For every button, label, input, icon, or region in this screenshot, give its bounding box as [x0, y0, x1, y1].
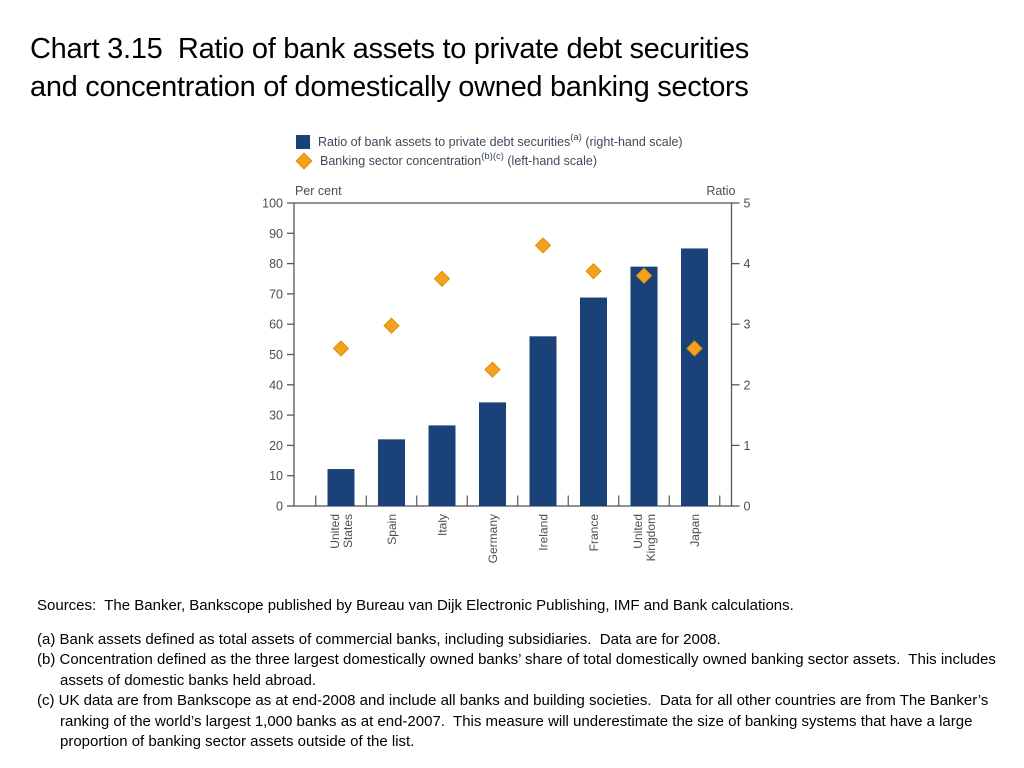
diamond-marker-0 — [332, 340, 350, 357]
footnote-list: (a) Bank assets defined as total assets … — [37, 630, 997, 753]
diamond-marker-3 — [484, 361, 501, 378]
x-axis-label: United — [631, 514, 645, 549]
bar-1 — [378, 439, 405, 506]
x-axis-label: Spain — [385, 514, 399, 545]
left-axis-tick-label: 90 — [269, 227, 283, 241]
bar-4 — [529, 336, 557, 506]
bar-2 — [428, 425, 456, 506]
right-axis-tick-label: 1 — [744, 439, 751, 453]
legend-label-bars: Ratio of bank assets to private debt sec… — [318, 132, 683, 150]
diamond-series-swatch-icon — [295, 152, 313, 169]
footnote-note: (c) UK data are from Bankscope as at end… — [37, 691, 997, 753]
x-axis-label: Japan — [688, 514, 702, 547]
chart-area: 0 10 20 30 40 50 60 70 80 90 100 0 1 2 3 4 5 Per cent Rati… — [230, 180, 750, 580]
x-axis-label: France — [587, 514, 601, 552]
footnotes: Sources: The Banker, Bankscope published… — [37, 596, 997, 753]
left-axis-tick-label: 80 — [269, 257, 283, 271]
diamond-marker-7 — [686, 340, 703, 357]
footnote-line: (a) Bank assets defined as total assets … — [37, 630, 721, 648]
left-axis-tick-label: 20 — [269, 439, 283, 453]
legend-label-diamonds: Banking sector concentration(b)(c) (left… — [320, 151, 598, 169]
left-axis-tick-label: 0 — [276, 500, 283, 514]
bar-5 — [580, 297, 607, 506]
left-axis-tick-label: 100 — [262, 197, 283, 211]
diamond-marker-4 — [534, 237, 552, 254]
bar-series-swatch-icon — [296, 134, 310, 149]
right-axis-tick-label: 4 — [744, 257, 751, 271]
legend-item-diamonds: Banking sector concentration(b)(c) (left… — [295, 151, 683, 170]
right-axis-tick-label: 5 — [744, 197, 751, 211]
chart-canvas: 0 10 20 30 40 50 60 70 80 90 100 0 1 2 3 4 5 Per cent Rati… — [262, 184, 751, 563]
left-axis-tick-label: 60 — [269, 318, 283, 332]
bar-0 — [327, 469, 355, 506]
footnote-note: (b) Concentration defined as the three l… — [37, 650, 997, 691]
diamond-marker-2 — [433, 270, 451, 287]
right-axis-title: Ratio — [706, 184, 735, 198]
diamond-marker-6 — [635, 267, 653, 284]
footnote-line: proportion of banking sector assets outs… — [60, 733, 415, 750]
footnote-note: (a) Bank assets defined as total assets … — [37, 630, 997, 651]
legend-item-bars: Ratio of bank assets to private debt sec… — [296, 132, 683, 151]
x-axis-label: States — [341, 514, 355, 548]
x-axis-label: United — [328, 514, 342, 549]
x-axis-label: Ireland — [537, 514, 551, 551]
left-axis-title: Per cent — [295, 184, 342, 198]
slide-title: Chart 3.15 Ratio of bank assets to priva… — [30, 30, 749, 106]
slide-title-line1: Chart 3.15 Ratio of bank assets to priva… — [30, 33, 749, 65]
footnote-line: (c) UK data are from Bankscope as at end… — [37, 692, 989, 709]
right-axis-tick-label: 0 — [744, 500, 751, 514]
bar-6 — [630, 266, 658, 506]
diamond-marker-5 — [585, 262, 602, 280]
bar-7 — [681, 248, 708, 506]
left-axis-tick-label: 70 — [269, 287, 283, 301]
plot-border — [293, 202, 733, 507]
footnote-sources: Sources: The Banker, Bankscope published… — [37, 597, 794, 614]
right-axis-tick-label: 3 — [744, 318, 751, 332]
slide-title-line2: and concentration of domestically owned … — [30, 71, 749, 103]
footnote-line: assets of domestic banks held abroad. — [60, 671, 316, 689]
diamond-marker-1 — [383, 317, 400, 334]
bar-3 — [479, 402, 506, 506]
left-axis-tick-label: 40 — [269, 378, 283, 392]
left-axis-tick-label: 50 — [269, 348, 283, 362]
footnote-line: ranking of the world’s largest 1,000 ban… — [60, 712, 973, 730]
left-axis-tick-label: 10 — [269, 469, 283, 483]
left-axis-tick-label: 30 — [269, 409, 283, 423]
x-axis-label: Kingdom — [644, 514, 658, 561]
right-axis-tick-label: 2 — [744, 378, 751, 392]
x-axis-label: Italy — [436, 514, 450, 536]
chart-legend: Ratio of bank assets to private debt sec… — [295, 132, 683, 170]
x-axis-label: Germany — [486, 514, 500, 563]
footnote-line: (b) Concentration defined as the three l… — [37, 651, 996, 668]
